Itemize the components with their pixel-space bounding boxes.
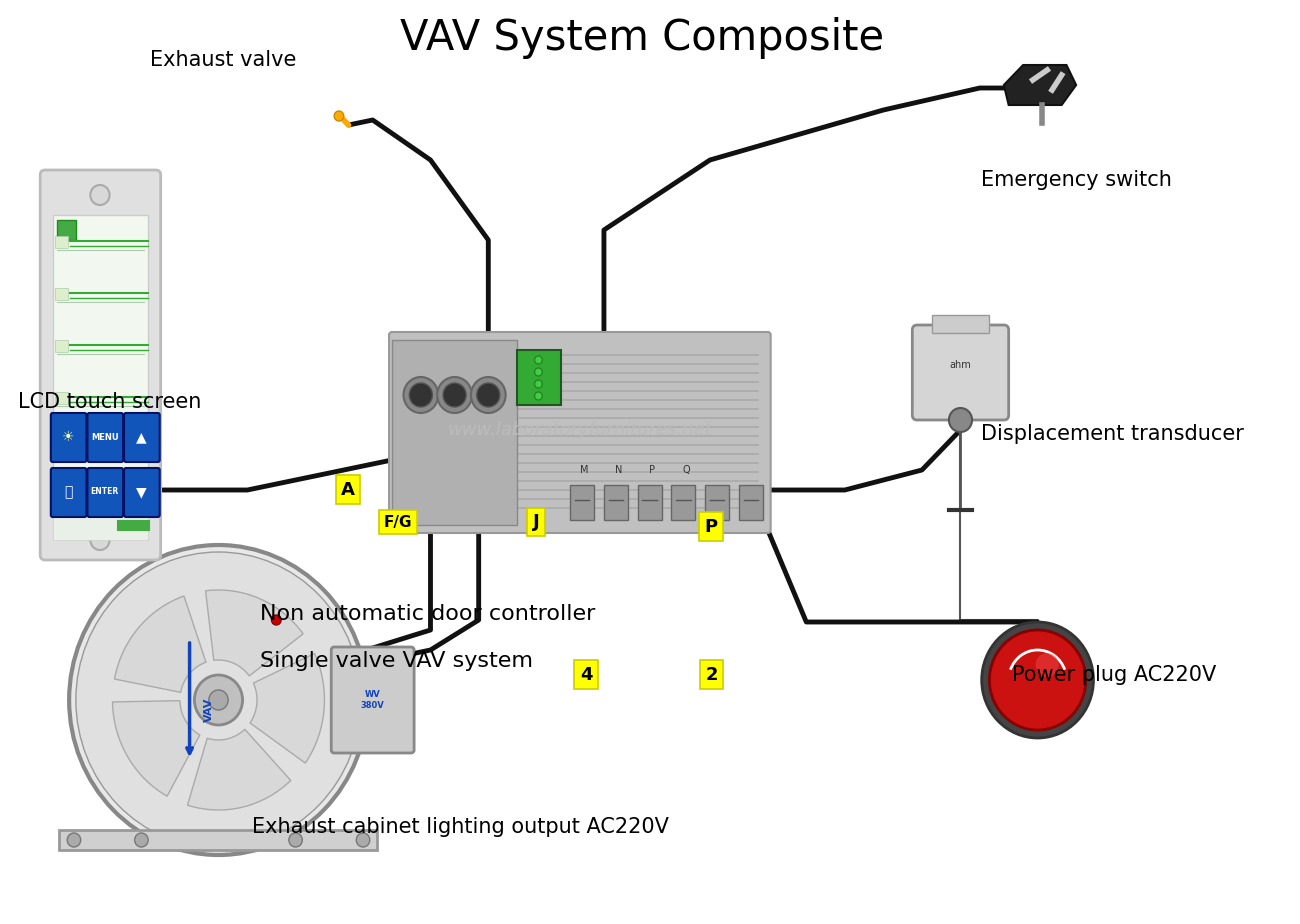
Bar: [932, 315, 989, 333]
Circle shape: [90, 185, 109, 205]
Text: P: P: [705, 517, 718, 536]
Circle shape: [437, 377, 472, 413]
Wedge shape: [205, 590, 303, 676]
Circle shape: [534, 380, 542, 388]
Bar: [391, 340, 517, 525]
Circle shape: [75, 552, 361, 848]
FancyBboxPatch shape: [124, 468, 160, 517]
Bar: [57, 220, 75, 240]
Text: P: P: [649, 465, 655, 475]
Wedge shape: [250, 653, 325, 763]
Circle shape: [989, 630, 1086, 730]
Text: Q: Q: [682, 465, 690, 475]
Bar: [53, 215, 148, 505]
Bar: [55, 392, 68, 404]
Circle shape: [443, 383, 467, 407]
Bar: [738, 485, 763, 520]
Text: LCD touch screen: LCD touch screen: [18, 392, 201, 412]
Bar: [705, 485, 729, 520]
Bar: [55, 444, 68, 456]
Bar: [571, 485, 594, 520]
Wedge shape: [113, 700, 200, 796]
Circle shape: [356, 833, 369, 847]
Text: Power plug AC220V: Power plug AC220V: [1011, 664, 1217, 685]
Text: ▲: ▲: [136, 430, 147, 444]
FancyBboxPatch shape: [87, 468, 124, 517]
Circle shape: [403, 377, 438, 413]
FancyBboxPatch shape: [87, 413, 124, 462]
Circle shape: [534, 356, 542, 364]
Text: A: A: [341, 480, 355, 499]
Wedge shape: [187, 729, 291, 810]
Text: Single valve VAV system: Single valve VAV system: [260, 650, 533, 671]
Circle shape: [949, 408, 972, 432]
Bar: [671, 485, 696, 520]
Bar: [55, 236, 68, 248]
Text: Exhaust valve: Exhaust valve: [150, 50, 296, 70]
FancyBboxPatch shape: [389, 332, 771, 533]
Circle shape: [471, 377, 506, 413]
Circle shape: [272, 615, 281, 625]
Circle shape: [135, 833, 148, 847]
Circle shape: [534, 392, 542, 400]
Text: VAV System Composite: VAV System Composite: [400, 17, 884, 59]
Text: WV
380V: WV 380V: [361, 690, 385, 710]
Circle shape: [410, 383, 433, 407]
Text: www.laboratoryfurnitures.net: www.laboratoryfurnitures.net: [447, 421, 712, 439]
Bar: [55, 340, 68, 352]
Circle shape: [534, 368, 542, 376]
Text: J: J: [533, 513, 540, 531]
Bar: [638, 485, 662, 520]
Circle shape: [195, 675, 243, 725]
FancyBboxPatch shape: [332, 647, 415, 753]
Text: 4: 4: [580, 665, 593, 684]
Polygon shape: [1004, 65, 1076, 105]
Circle shape: [1036, 653, 1058, 677]
FancyBboxPatch shape: [913, 325, 1009, 420]
Text: www.laboratoryfurnitures.net: www.laboratoryfurnitures.net: [447, 421, 712, 439]
Circle shape: [477, 383, 500, 407]
Text: VAV: VAV: [204, 698, 214, 723]
Bar: [604, 485, 628, 520]
Text: ☀: ☀: [62, 430, 74, 444]
Bar: [60, 830, 377, 850]
Bar: [53, 510, 148, 540]
Text: M: M: [580, 465, 589, 475]
Bar: [517, 350, 560, 405]
Bar: [55, 288, 68, 300]
Text: ▼: ▼: [136, 485, 147, 499]
Text: Exhaust cabinet lighting output AC220V: Exhaust cabinet lighting output AC220V: [252, 817, 670, 837]
Text: N: N: [615, 465, 623, 475]
Circle shape: [69, 545, 368, 855]
FancyBboxPatch shape: [124, 413, 160, 462]
Circle shape: [68, 833, 81, 847]
Circle shape: [209, 690, 228, 710]
Wedge shape: [114, 596, 205, 692]
FancyBboxPatch shape: [40, 170, 161, 560]
Text: ⏻: ⏻: [64, 485, 73, 499]
FancyBboxPatch shape: [51, 468, 87, 517]
Circle shape: [90, 530, 109, 550]
Text: MENU: MENU: [91, 432, 118, 442]
Text: ahm: ahm: [949, 360, 971, 370]
Text: Non automatic door controller: Non automatic door controller: [260, 604, 595, 625]
Text: Displacement transducer: Displacement transducer: [980, 424, 1244, 444]
Text: Emergency switch: Emergency switch: [980, 170, 1171, 190]
FancyBboxPatch shape: [51, 413, 87, 462]
Text: ENTER: ENTER: [91, 488, 118, 496]
Text: F/G: F/G: [384, 515, 412, 529]
Text: 2: 2: [705, 665, 718, 684]
Circle shape: [289, 833, 303, 847]
Circle shape: [334, 111, 343, 121]
Circle shape: [982, 622, 1093, 738]
